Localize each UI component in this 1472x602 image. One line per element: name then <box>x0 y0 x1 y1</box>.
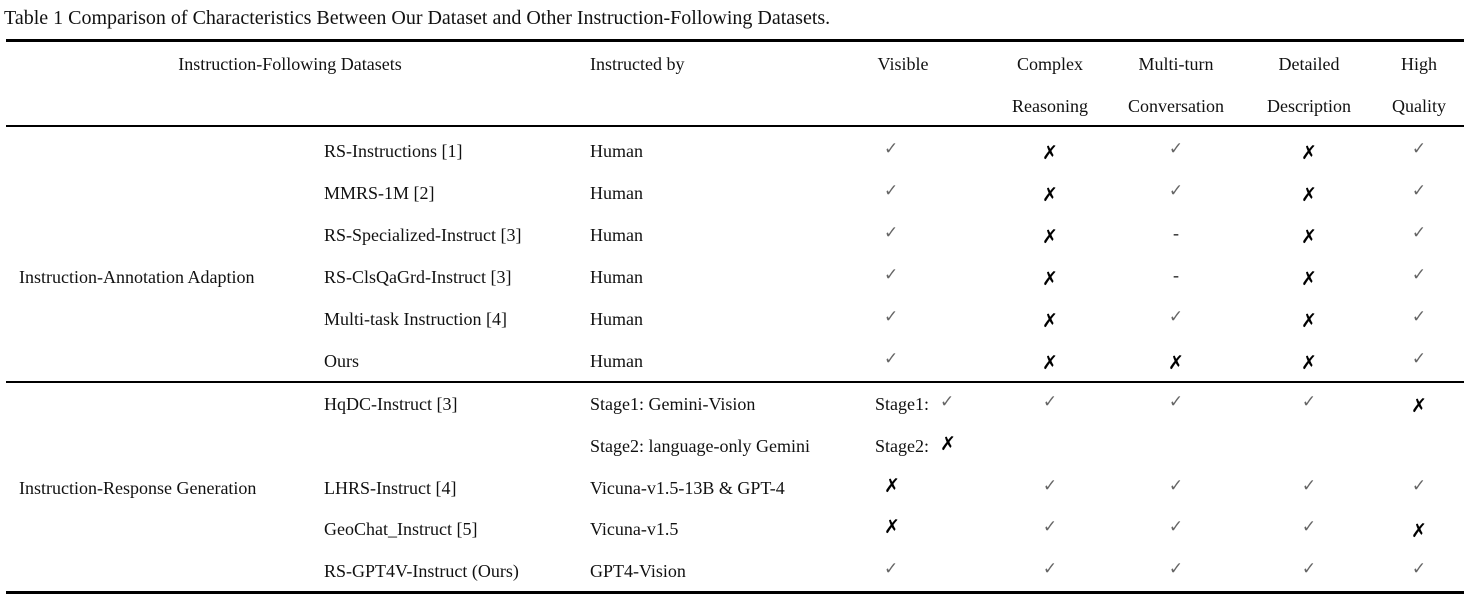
header-detailed-line1: Detailed <box>1278 54 1340 74</box>
dataset-name: HqDC-Instruct [3] <box>324 394 458 414</box>
check-icon: ✓ <box>1168 181 1184 201</box>
instructed-by: Human <box>590 309 643 329</box>
group-label-annotation: Instruction-Annotation Adaption <box>19 267 255 287</box>
group-label-response: Instruction-Response Generation <box>19 478 257 498</box>
cross-icon: ✗ <box>884 516 900 538</box>
check-icon: ✓ <box>1042 476 1058 496</box>
check-icon: ✓ <box>940 392 955 412</box>
check-icon: ✓ <box>884 349 899 369</box>
check-icon: ✓ <box>884 181 899 201</box>
dataset-name: RS-Specialized-Instruct [3] <box>324 225 522 245</box>
check-icon: ✓ <box>1042 517 1058 537</box>
check-icon: ✓ <box>1168 517 1184 537</box>
dash-mark: - <box>1173 265 1179 285</box>
check-icon: ✓ <box>1301 476 1317 496</box>
cross-icon: ✗ <box>940 433 956 455</box>
check-icon: ✓ <box>1301 392 1317 412</box>
instructed-by: Human <box>590 351 643 371</box>
dataset-name: LHRS-Instruct [4] <box>324 478 457 498</box>
check-icon: ✓ <box>1411 349 1427 369</box>
check-icon: ✓ <box>1411 139 1427 159</box>
cross-icon: ✗ <box>1301 184 1317 206</box>
dataset-name: Multi-task Instruction [4] <box>324 309 507 329</box>
instructed-by: Human <box>590 141 643 161</box>
header-multiturn-line1: Multi-turn <box>1138 54 1214 74</box>
instructed-by: Vicuna-v1.5 <box>590 519 679 539</box>
header-quality-line2: Quality <box>1392 96 1446 116</box>
check-icon: ✓ <box>1042 559 1058 579</box>
dataset-name: RS-ClsQaGrd-Instruct [3] <box>324 267 512 287</box>
header-datasets: Instruction-Following Datasets <box>178 54 402 74</box>
check-icon: ✓ <box>884 223 899 243</box>
instructed-by: Vicuna-v1.5-13B & GPT-4 <box>590 478 785 498</box>
dataset-name: GeoChat_Instruct [5] <box>324 519 478 539</box>
cross-icon: ✗ <box>1168 352 1184 374</box>
bottom-rule <box>6 591 1464 594</box>
header-visible: Visible <box>877 54 929 74</box>
visible-stage2-label: Stage2: <box>875 436 929 456</box>
dataset-name: MMRS-1M [2] <box>324 183 435 203</box>
check-icon: ✓ <box>1042 392 1058 412</box>
header-detailed-line2: Description <box>1267 96 1351 116</box>
header-rule <box>6 125 1464 127</box>
cross-icon: ✗ <box>884 475 900 497</box>
check-icon: ✓ <box>884 559 899 579</box>
cross-icon: ✗ <box>1042 184 1058 206</box>
cross-icon: ✗ <box>1042 226 1058 248</box>
cross-icon: ✗ <box>1301 310 1317 332</box>
cross-icon: ✗ <box>1301 226 1317 248</box>
cross-icon: ✗ <box>1411 520 1427 542</box>
cross-icon: ✗ <box>1042 310 1058 332</box>
check-icon: ✓ <box>1301 559 1317 579</box>
instructed-by: Human <box>590 183 643 203</box>
check-icon: ✓ <box>1168 307 1184 327</box>
dataset-name: RS-Instructions [1] <box>324 141 463 161</box>
check-icon: ✓ <box>884 139 899 159</box>
check-icon: ✓ <box>884 265 899 285</box>
check-icon: ✓ <box>1168 559 1184 579</box>
check-icon: ✓ <box>1411 476 1427 496</box>
instructed-by-stage2: Stage2: language-only Gemini <box>590 436 810 456</box>
dash-mark: - <box>1173 223 1179 243</box>
check-icon: ✓ <box>1168 476 1184 496</box>
table-caption: Table 1 Comparison of Characteristics Be… <box>4 7 831 29</box>
visible-stage1-label: Stage1: <box>875 394 929 414</box>
dataset-name: RS-GPT4V-Instruct (Ours) <box>324 561 519 581</box>
header-instructed-by: Instructed by <box>590 54 685 74</box>
check-icon: ✓ <box>1411 181 1427 201</box>
cross-icon: ✗ <box>1301 268 1317 290</box>
cross-icon: ✗ <box>1411 395 1427 417</box>
check-icon: ✓ <box>1411 559 1427 579</box>
instructed-by: Stage1: Gemini-Vision <box>590 394 756 414</box>
cross-icon: ✗ <box>1301 352 1317 374</box>
check-icon: ✓ <box>1168 139 1184 159</box>
instructed-by: Human <box>590 225 643 245</box>
cross-icon: ✗ <box>1042 268 1058 290</box>
header-multiturn-line2: Conversation <box>1128 96 1224 116</box>
check-icon: ✓ <box>884 307 899 327</box>
group-divider-rule <box>6 381 1464 383</box>
check-icon: ✓ <box>1168 392 1184 412</box>
top-rule <box>6 39 1464 42</box>
header-complex-line2: Reasoning <box>1012 96 1088 116</box>
check-icon: ✓ <box>1301 517 1317 537</box>
cross-icon: ✗ <box>1042 142 1058 164</box>
check-icon: ✓ <box>1411 265 1427 285</box>
dataset-name: Ours <box>324 351 359 371</box>
cross-icon: ✗ <box>1301 142 1317 164</box>
instructed-by: GPT4-Vision <box>590 561 686 581</box>
check-icon: ✓ <box>1411 223 1427 243</box>
cross-icon: ✗ <box>1042 352 1058 374</box>
header-complex-line1: Complex <box>1017 54 1083 74</box>
header-quality-line1: High <box>1401 54 1437 74</box>
instructed-by: Human <box>590 267 643 287</box>
check-icon: ✓ <box>1411 307 1427 327</box>
